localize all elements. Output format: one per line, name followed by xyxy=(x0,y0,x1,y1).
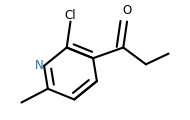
Text: N: N xyxy=(35,59,44,72)
Text: Cl: Cl xyxy=(65,9,76,22)
Text: O: O xyxy=(122,4,132,17)
